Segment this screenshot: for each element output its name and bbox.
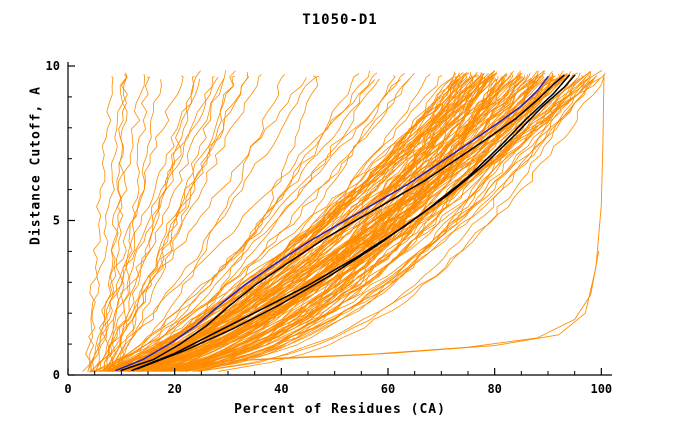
x-tick-label: 80	[487, 382, 501, 396]
axes: 0 20 40 60 80 100 0 5 10	[46, 59, 613, 396]
orange-curve	[198, 72, 581, 372]
orange-steep-curve	[111, 73, 128, 372]
orange-steep-curve	[95, 74, 146, 372]
orange-curve	[98, 77, 509, 372]
x-axis-label: Percent of Residues (CA)	[234, 402, 446, 417]
orange-mid-curve	[105, 75, 317, 372]
orange-steep-curve	[116, 75, 236, 372]
orange-steep-curve	[103, 77, 225, 372]
orange-steep-curve	[107, 70, 236, 372]
orange-steep-curve	[82, 74, 127, 372]
orange-curve	[139, 72, 590, 372]
orange-mid-curve	[125, 74, 431, 372]
x-tick-label: 40	[274, 382, 288, 396]
orange-mid-curve	[133, 78, 380, 372]
orange-steep-curve	[106, 76, 215, 372]
orange-mid-curve	[109, 73, 360, 372]
orange-mid-curve	[118, 75, 396, 372]
orange-curve	[180, 76, 596, 372]
orange-curve	[138, 70, 496, 372]
orange-steep-curve	[90, 70, 201, 372]
orange-curve	[197, 77, 605, 372]
orange-mid-curve	[113, 73, 415, 372]
orange-mid-curve	[109, 70, 370, 372]
orange-curve	[185, 73, 554, 372]
orange-curve	[132, 70, 545, 372]
orange-curve	[199, 75, 461, 372]
orange-steep-curve	[87, 76, 114, 372]
y-tick-label: 5	[53, 214, 60, 228]
orange-curve	[113, 73, 484, 372]
blue-model	[115, 76, 549, 372]
orange-mid-curve	[108, 79, 401, 372]
orange-curve	[133, 77, 558, 372]
x-tick-label: 20	[167, 382, 181, 396]
orange-curve	[127, 76, 539, 372]
orange-steep-curve	[103, 72, 128, 372]
orange-curve	[218, 71, 592, 372]
orange-steep-curve	[90, 77, 219, 372]
y-tick-label: 0	[53, 368, 60, 382]
orange-curve	[151, 72, 578, 372]
chart-title: T1050-D1	[302, 12, 378, 28]
orange-mid-curve	[91, 72, 378, 372]
orange-steep-curve	[107, 76, 195, 372]
orange-curve	[156, 70, 545, 372]
orange-curve	[154, 78, 474, 372]
orange-curve	[145, 79, 579, 372]
black-model-3	[136, 74, 571, 370]
orange-curve	[192, 77, 484, 372]
orange-steep-curve	[107, 75, 250, 372]
orange-curve	[164, 74, 543, 372]
x-tick-label: 60	[381, 382, 395, 396]
highlighted-curves	[115, 74, 576, 372]
orange-steep-curve	[99, 79, 162, 372]
orange-curve	[165, 71, 591, 372]
orange-curve	[133, 72, 468, 372]
orange-curve	[164, 74, 561, 372]
orange-mid-curve	[127, 73, 405, 372]
orange-curve	[155, 72, 484, 372]
orange-curve	[108, 76, 483, 372]
orange-curve	[107, 72, 460, 372]
x-tick-label: 100	[590, 382, 612, 396]
orange-curve	[111, 75, 525, 372]
orange-curve	[166, 70, 539, 372]
orange-mid-curve	[126, 76, 320, 372]
black-model-1	[120, 74, 565, 372]
orange-curve	[152, 72, 494, 372]
orange-curve	[101, 74, 538, 372]
orange-low-2	[227, 250, 600, 362]
orange-mid-curve	[133, 78, 411, 372]
orange-steep-curve	[122, 74, 285, 372]
y-tick-label: 10	[46, 59, 60, 73]
orange-steep-curve	[90, 77, 307, 372]
orange-curve	[92, 77, 486, 372]
x-tick-label: 0	[64, 382, 71, 396]
orange-curve	[121, 76, 536, 372]
orange-curve	[94, 78, 468, 372]
orange-mid-curve	[131, 75, 443, 372]
orange-steep-curve	[94, 70, 227, 372]
orange-curve	[150, 75, 545, 372]
